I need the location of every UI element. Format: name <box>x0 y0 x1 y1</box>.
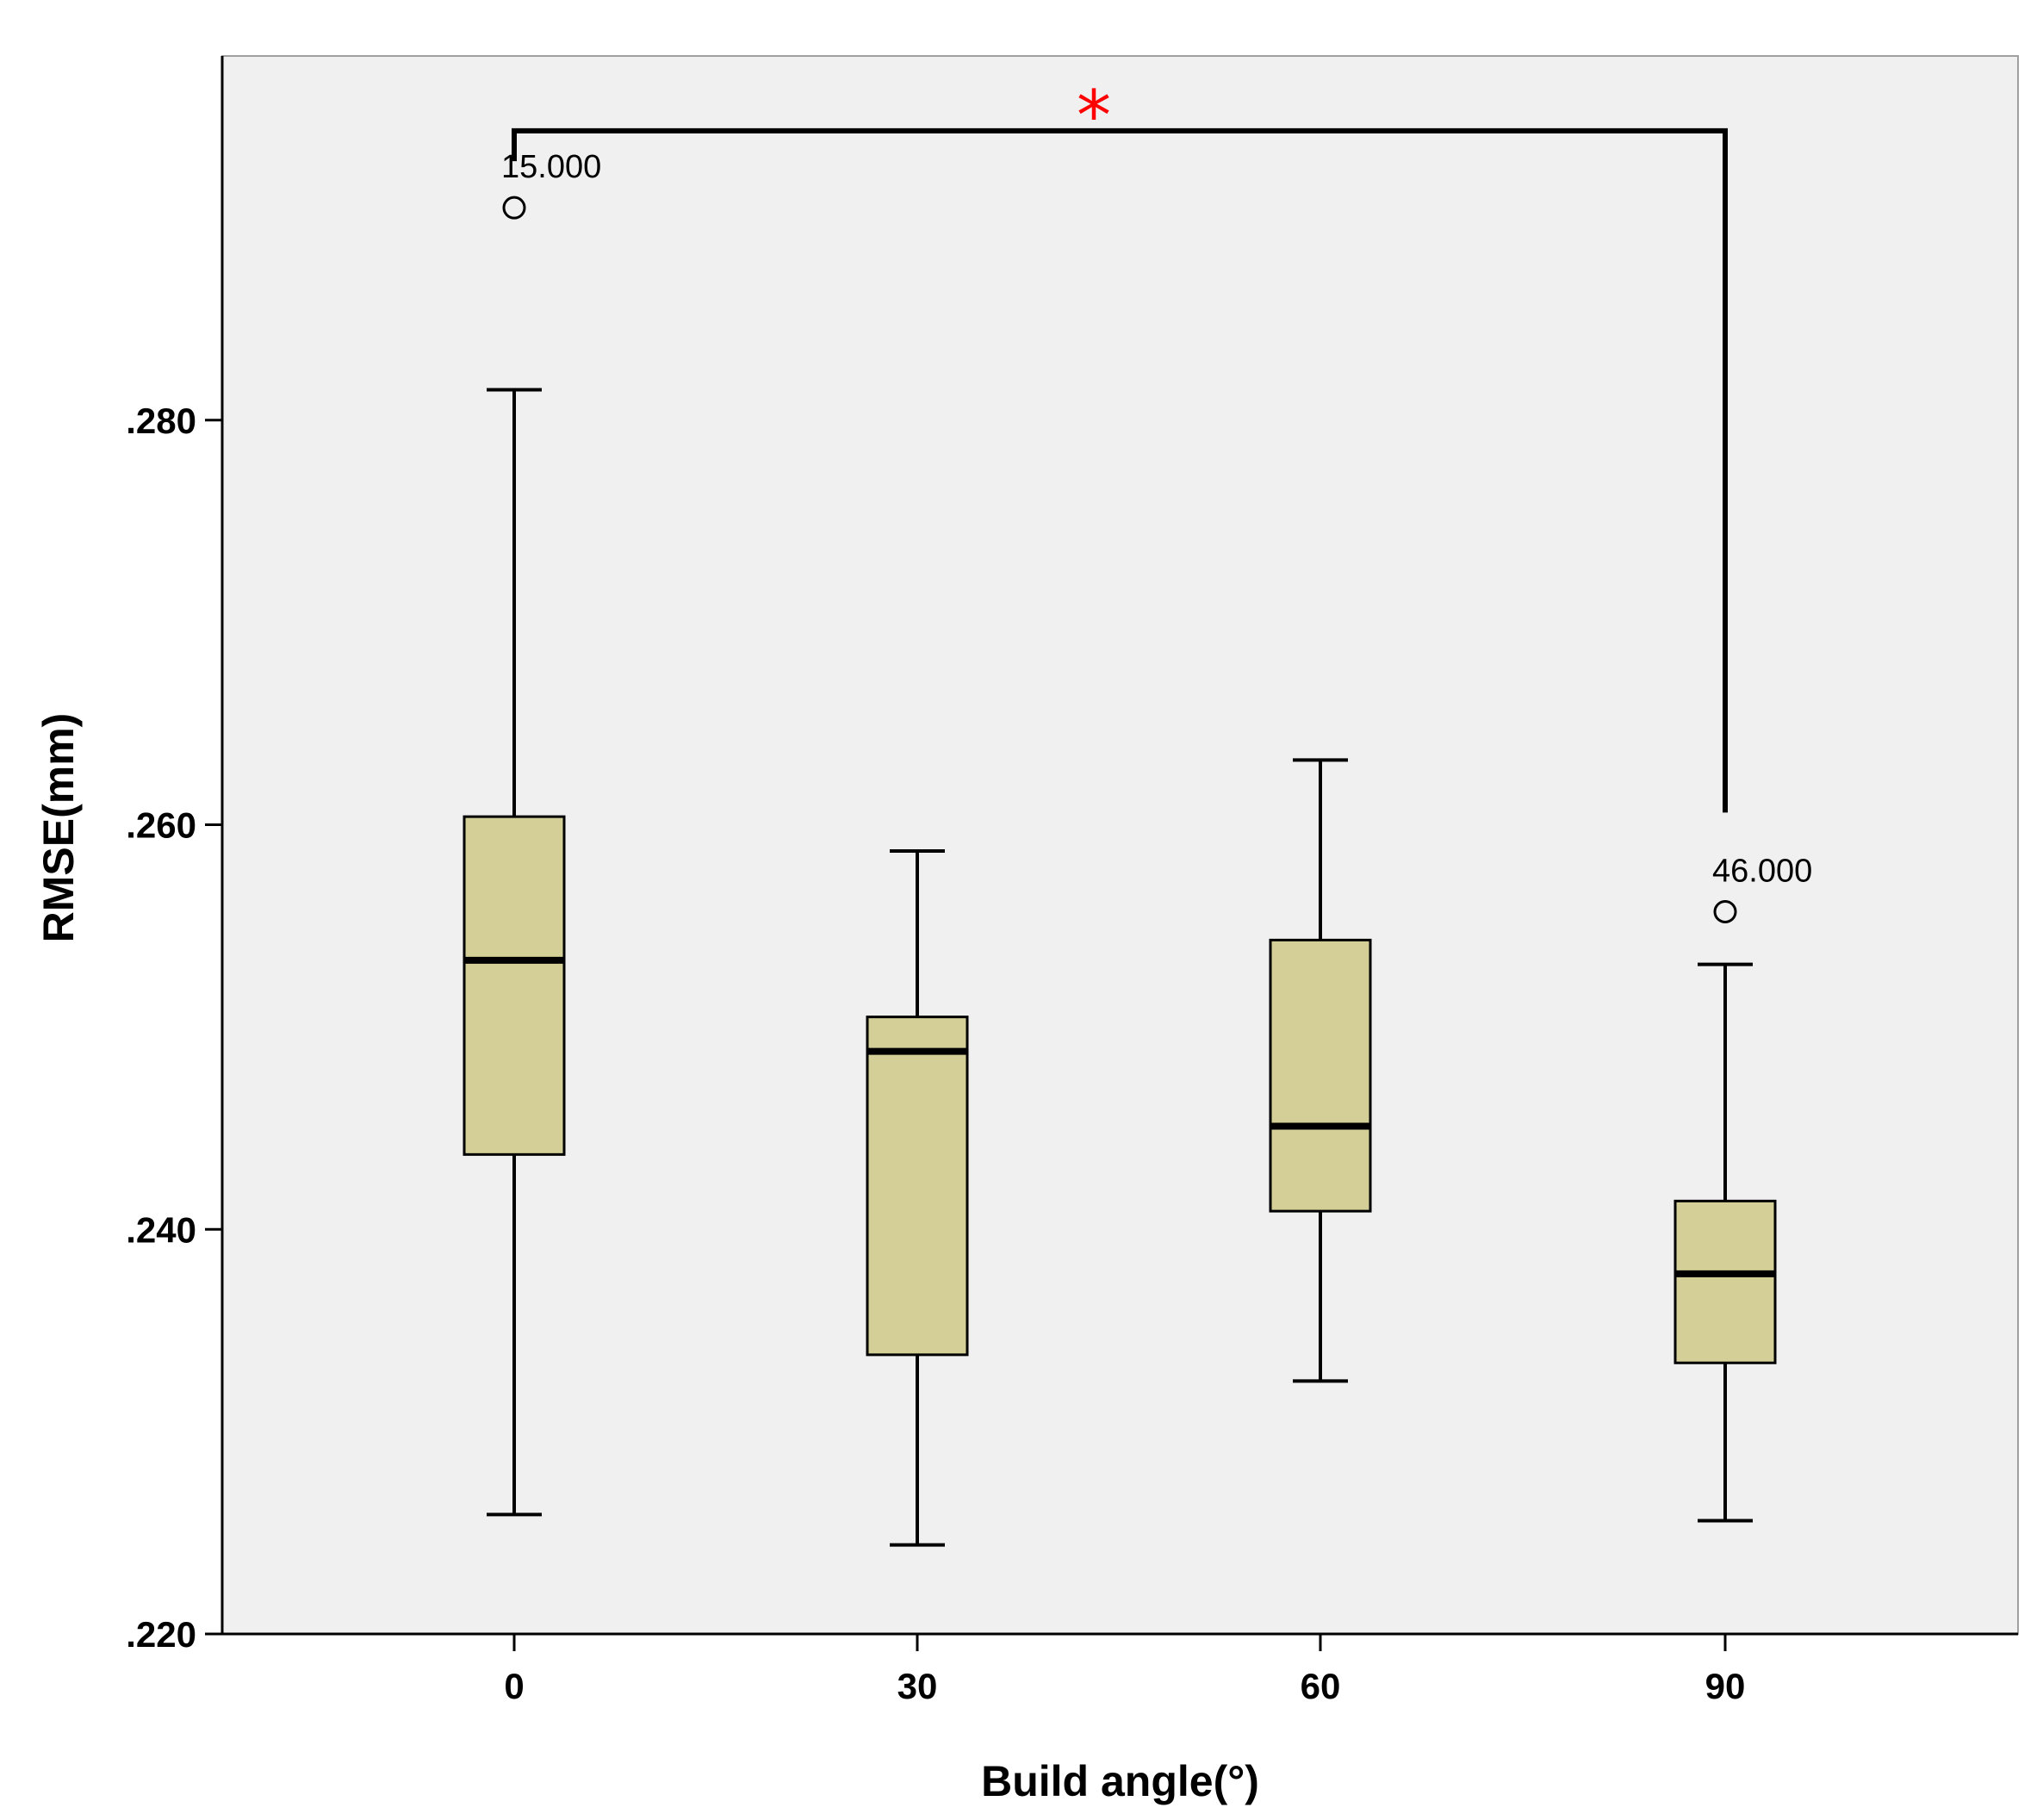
outlier-point <box>1713 900 1737 924</box>
box-iqr <box>1674 1199 1777 1364</box>
x-axis-title: Build angle(°) <box>981 1757 1259 1805</box>
x-tick-label: 60 <box>1301 1666 1341 1706</box>
x-tick-label: 30 <box>897 1666 938 1706</box>
y-tick-label: .280 <box>126 401 196 441</box>
y-axis-title: RMSE(mm) <box>34 713 83 943</box>
significance-bracket <box>512 127 1728 813</box>
x-tick-label: 90 <box>1705 1666 1746 1706</box>
box-iqr <box>463 815 566 1156</box>
box-iqr <box>1269 938 1372 1213</box>
outlier-label: 15.000 <box>501 149 601 185</box>
x-tick-label: 0 <box>504 1666 524 1706</box>
y-tick-label: .220 <box>126 1614 196 1655</box>
outlier-point <box>502 196 526 220</box>
box-iqr <box>866 1016 969 1357</box>
outlier-label: 46.000 <box>1712 854 1812 890</box>
significance-marker: * <box>1077 76 1111 156</box>
y-tick-label: .240 <box>126 1209 196 1250</box>
y-tick-label: .260 <box>126 805 196 846</box>
